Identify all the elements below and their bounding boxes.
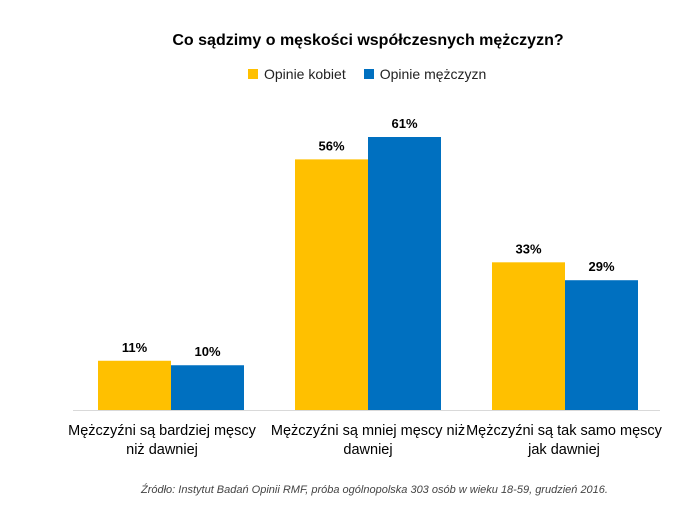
bar [295,159,368,410]
legend-swatch [363,69,374,79]
bar [492,262,565,410]
legend-item-men: Opinie mężczyzn [363,66,487,82]
bar [368,137,441,410]
data-label: 33% [515,241,541,256]
category-label: Mężczyźni są bardziej męscy niż dawniej [68,423,256,458]
legend-item-women: Opinie kobiet [248,66,346,82]
source-note: Źródło: Instytut Badań Opinii RMF, próba… [141,484,608,496]
chart-title: Co sądzimy o męskości współczesnych mężc… [172,32,564,49]
data-label: 11% [122,340,148,355]
legend: Opinie kobiet Opinie mężczyzn [248,66,486,82]
legend-label: Opinie mężczyzn [379,66,487,82]
category-label: Mężczyźni są mniej męscy niż dawniej [270,423,466,458]
data-label: 56% [318,138,344,153]
bar [565,280,638,410]
bar [98,360,171,410]
bar [171,365,244,410]
data-label: 10% [194,344,220,359]
legend-label: Opinie kobiet [264,66,346,82]
data-label: 61% [391,116,417,131]
category-label: Mężczyźni są tak samo męscy jak dawniej [466,423,662,458]
data-label: 29% [588,259,614,274]
legend-swatch [248,69,258,79]
